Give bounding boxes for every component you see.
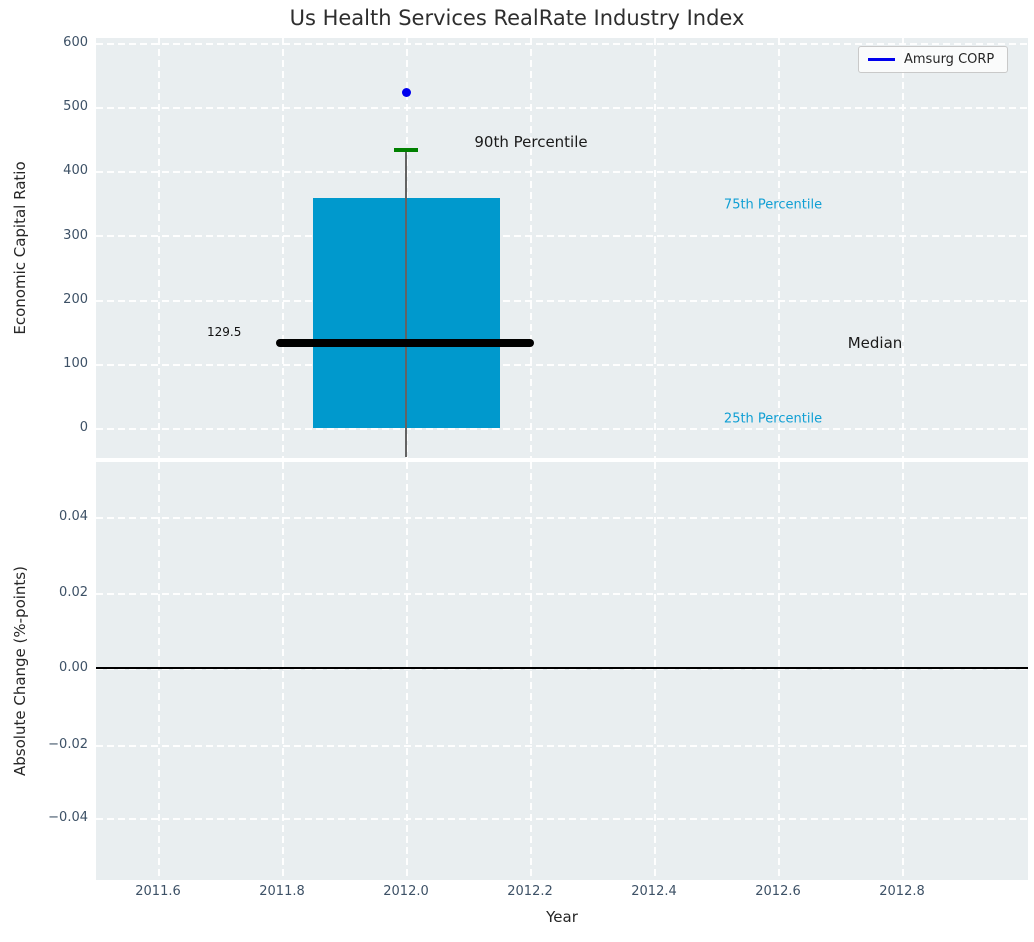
annotation-75th-percentile: 75th Percentile xyxy=(723,197,823,213)
ytick-label: 500 xyxy=(63,99,88,114)
gridline-h xyxy=(96,668,1028,670)
legend-line-sample xyxy=(868,58,895,61)
ytick-label: 200 xyxy=(63,292,88,307)
gridline-v xyxy=(406,462,408,880)
gridline-v xyxy=(158,38,160,458)
ytick-label: −0.02 xyxy=(48,737,88,752)
ytick-label: 100 xyxy=(63,356,88,371)
gridline-v xyxy=(902,38,904,458)
gridline-h xyxy=(96,364,1028,366)
median-line xyxy=(276,339,534,347)
annotation-median: Median xyxy=(847,334,903,352)
ytick-label: 400 xyxy=(63,163,88,178)
ytick-label: 0.00 xyxy=(59,660,88,675)
p90-marker xyxy=(394,148,418,152)
bottom-subplot xyxy=(96,462,1028,880)
chart-title: Us Health Services RealRate Industry Ind… xyxy=(289,6,745,30)
legend-label: Amsurg CORP xyxy=(904,52,995,67)
gridline-h xyxy=(96,235,1028,237)
ytick-label: 0 xyxy=(79,420,88,435)
annotation-90th-percentile: 90th Percentile xyxy=(474,133,588,151)
gridline-v xyxy=(902,462,904,880)
gridline-v xyxy=(282,462,284,880)
gridline-h xyxy=(96,428,1028,430)
gridline-v xyxy=(530,38,532,458)
gridline-v xyxy=(158,462,160,880)
top-y-axis-label: Economic Capital Ratio xyxy=(11,161,29,335)
x-axis-label: Year xyxy=(546,908,578,926)
gridline-h xyxy=(96,745,1028,747)
zero-reference-line xyxy=(96,667,1028,669)
top-subplot: 129.5 90th Percentile 75th Percentile Me… xyxy=(96,38,1028,458)
xtick-label: 2011.8 xyxy=(259,884,305,899)
gridline-h xyxy=(96,43,1028,45)
xtick-label: 2012.0 xyxy=(383,884,429,899)
gridline-v xyxy=(530,462,532,880)
company-data-point xyxy=(402,88,411,97)
ytick-label: −0.04 xyxy=(48,810,88,825)
gridline-v xyxy=(778,38,780,458)
xtick-label: 2011.6 xyxy=(135,884,181,899)
gridline-v xyxy=(778,462,780,880)
xtick-label: 2012.8 xyxy=(879,884,925,899)
gridline-h xyxy=(96,818,1028,820)
xtick-label: 2012.4 xyxy=(631,884,677,899)
gridline-v xyxy=(654,38,656,458)
gridline-h xyxy=(96,171,1028,173)
gridline-h xyxy=(96,593,1028,595)
whisker-line xyxy=(405,148,407,457)
gridline-h xyxy=(96,107,1028,109)
gridline-h xyxy=(96,300,1028,302)
legend: Amsurg CORP xyxy=(858,46,1008,73)
gridline-h xyxy=(96,517,1028,519)
xtick-label: 2012.6 xyxy=(755,884,801,899)
ytick-label: 600 xyxy=(63,35,88,50)
gridline-v xyxy=(282,38,284,458)
ytick-label: 0.04 xyxy=(59,509,88,524)
bottom-y-axis-label: Absolute Change (%-points) xyxy=(11,566,29,776)
annotation-25th-percentile: 25th Percentile xyxy=(723,411,823,427)
gridline-v xyxy=(654,462,656,880)
xtick-label: 2012.2 xyxy=(507,884,553,899)
median-value-label: 129.5 xyxy=(207,325,242,339)
ytick-label: 0.02 xyxy=(59,585,88,600)
ytick-label: 300 xyxy=(63,228,88,243)
